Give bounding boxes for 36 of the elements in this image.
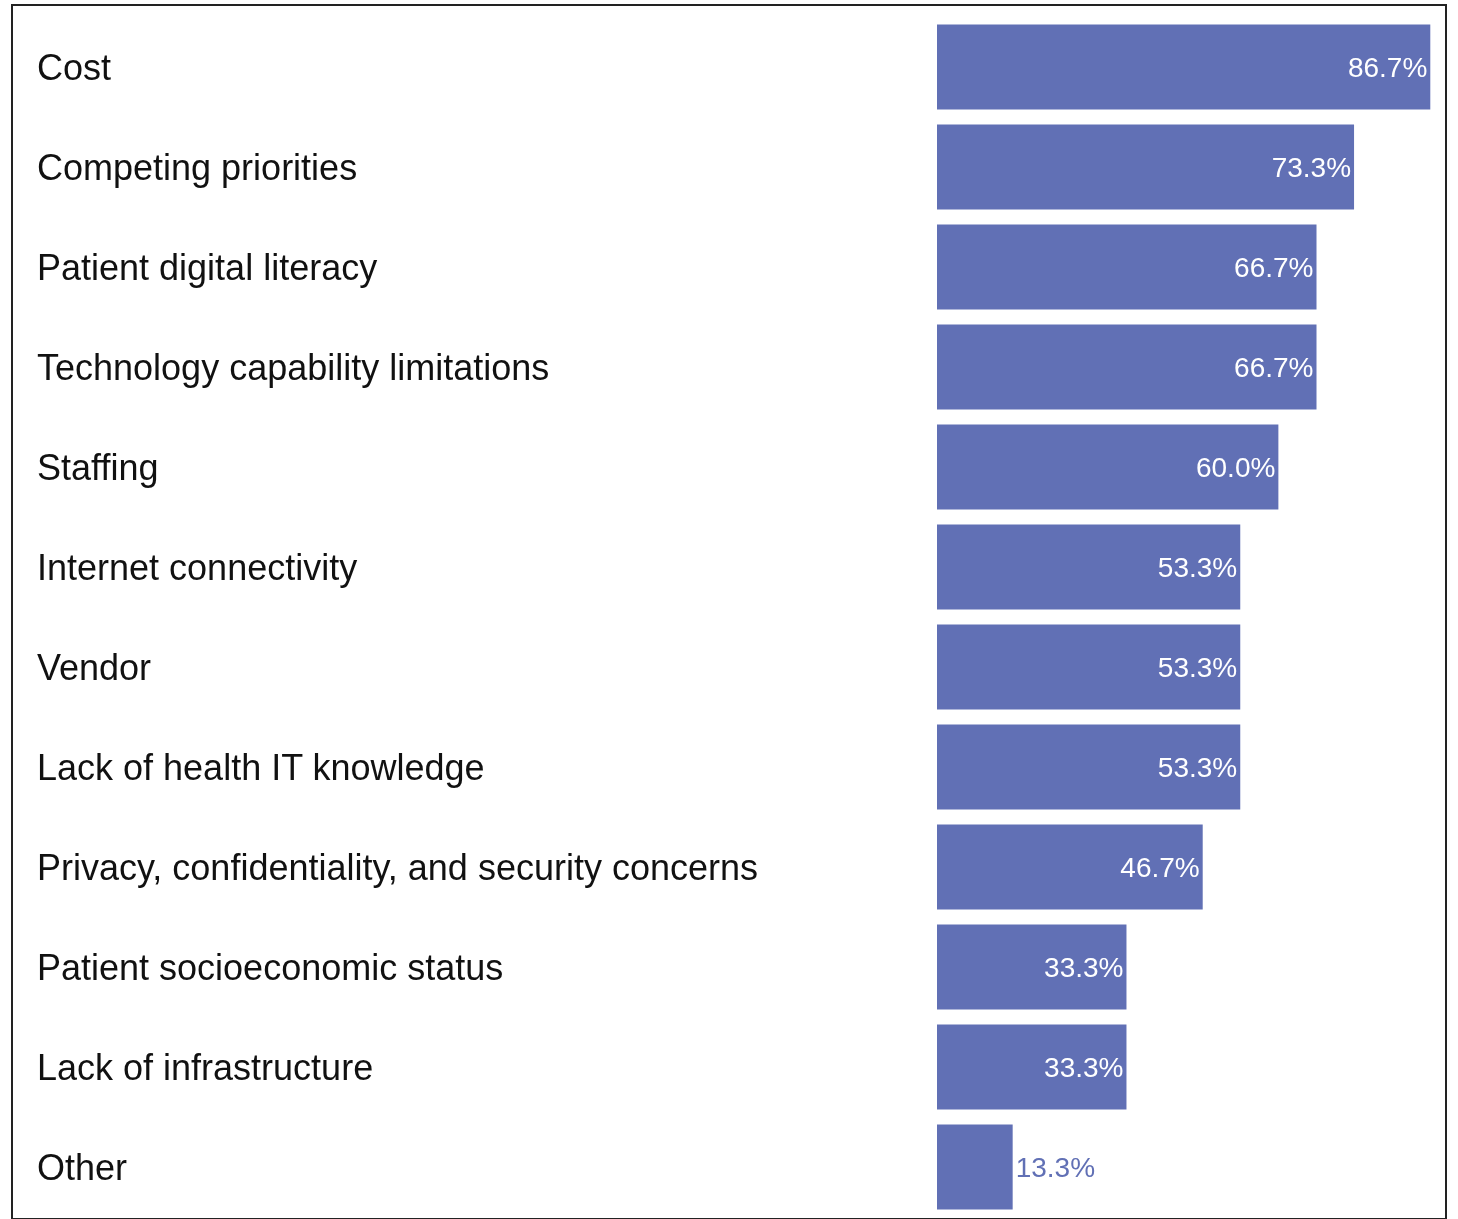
data-label: 86.7% (1347, 51, 1428, 83)
bar (937, 724, 1241, 810)
bar (937, 624, 1241, 710)
bar (937, 424, 1279, 510)
data-label: 53.3% (1157, 751, 1238, 783)
y-tick-label: Internet connectivity (37, 547, 358, 588)
bar (937, 1024, 1127, 1110)
y-tick-label: Patient digital literacy (37, 247, 378, 288)
data-label: 33.3% (1044, 1051, 1124, 1083)
y-tick-label: Competing priorities (37, 147, 358, 188)
data-label: 53.3% (1157, 651, 1238, 683)
y-tick-label: Lack of infrastructure (37, 1047, 374, 1088)
data-label: 46.7% (1120, 851, 1200, 883)
data-label: 33.3% (1044, 951, 1124, 983)
bar (937, 524, 1241, 610)
data-label: 66.7% (1234, 351, 1314, 383)
bar (937, 924, 1127, 1010)
data-label: 53.3% (1157, 551, 1238, 583)
data-label: 60.0% (1195, 451, 1276, 483)
y-tick-label: Cost (37, 47, 112, 88)
bar (937, 124, 1355, 210)
data-label: 66.7% (1234, 251, 1314, 283)
y-tick-label: Patient socioeconomic status (37, 947, 504, 988)
bar (937, 24, 1431, 110)
bar (937, 824, 1203, 910)
y-tick-label: Lack of health IT knowledge (37, 747, 485, 788)
y-tick-label: Other (37, 1147, 128, 1188)
bar (937, 224, 1317, 310)
bar (937, 324, 1317, 410)
y-tick-label: Staffing (37, 447, 159, 488)
data-label: 73.3% (1271, 151, 1352, 183)
data-label: 13.3% (1015, 1151, 1096, 1183)
y-tick-label: Technology capability limitations (37, 347, 550, 388)
y-tick-label: Vendor (37, 647, 152, 688)
bar (937, 1124, 1013, 1210)
y-tick-label: Privacy, confidentiality, and security concerns (37, 847, 758, 888)
